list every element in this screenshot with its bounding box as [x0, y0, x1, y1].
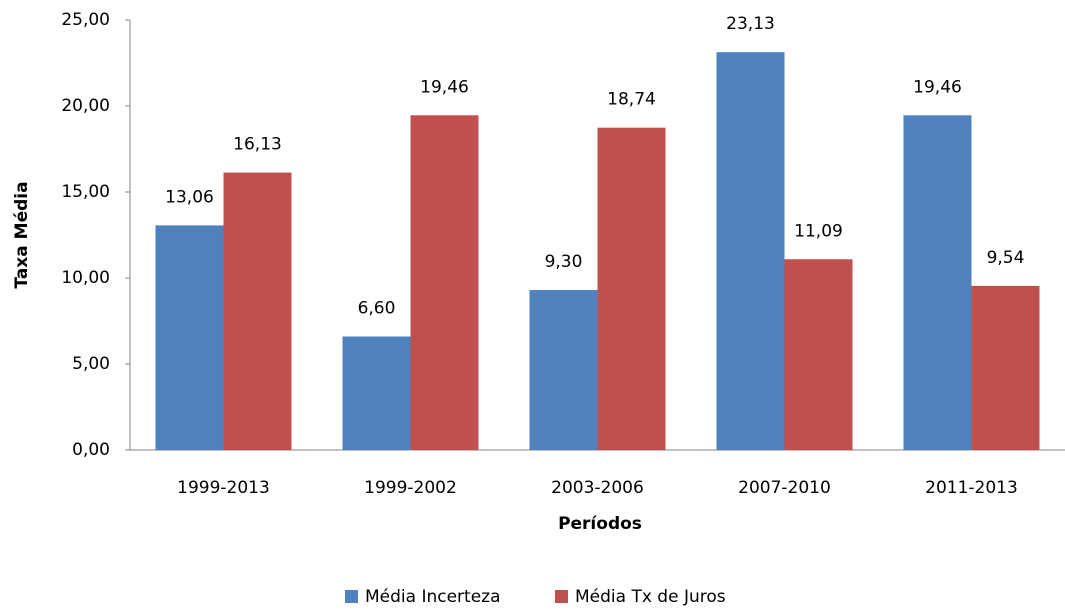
bar: [342, 336, 411, 450]
bar: [971, 285, 1040, 450]
value-label: 23,13: [726, 14, 775, 34]
x-tick-label: 1999-2002: [364, 478, 457, 498]
value-label: 9,30: [545, 252, 583, 272]
value-label: 16,13: [233, 135, 282, 155]
y-tick-label: 25,00: [61, 10, 110, 30]
x-tick-label: 2003-2006: [551, 478, 644, 498]
legend-label: Média Tx de Juros: [575, 587, 726, 607]
y-tick-label: 0,00: [72, 440, 110, 460]
legend-swatch: [555, 590, 568, 603]
value-label: 13,06: [165, 187, 214, 207]
bar: [903, 115, 972, 451]
bar: [155, 225, 224, 450]
y-axis-label: Taxa Média: [12, 181, 32, 288]
bar: [410, 115, 479, 451]
value-label: 18,74: [607, 90, 656, 110]
x-tick-label: 1999-2013: [177, 478, 270, 498]
legend-label: Média Incerteza: [365, 587, 501, 607]
bar: [597, 127, 666, 450]
value-label: 11,09: [794, 221, 843, 241]
y-tick-label: 5,00: [72, 354, 110, 374]
y-tick-label: 15,00: [61, 182, 110, 202]
y-tick-label: 20,00: [61, 96, 110, 116]
legend-swatch: [345, 590, 358, 603]
x-tick-label: 2011-2013: [925, 478, 1018, 498]
bar: [529, 290, 598, 450]
bar: [716, 52, 785, 450]
value-label: 6,60: [358, 298, 396, 318]
x-axis-label: Períodos: [558, 514, 642, 534]
bar: [784, 259, 853, 450]
value-label: 19,46: [420, 77, 469, 97]
value-label: 9,54: [987, 248, 1025, 268]
x-tick-label: 2007-2010: [738, 478, 831, 498]
value-label: 19,46: [913, 77, 962, 97]
y-tick-label: 10,00: [61, 268, 110, 288]
bar: [223, 172, 292, 450]
